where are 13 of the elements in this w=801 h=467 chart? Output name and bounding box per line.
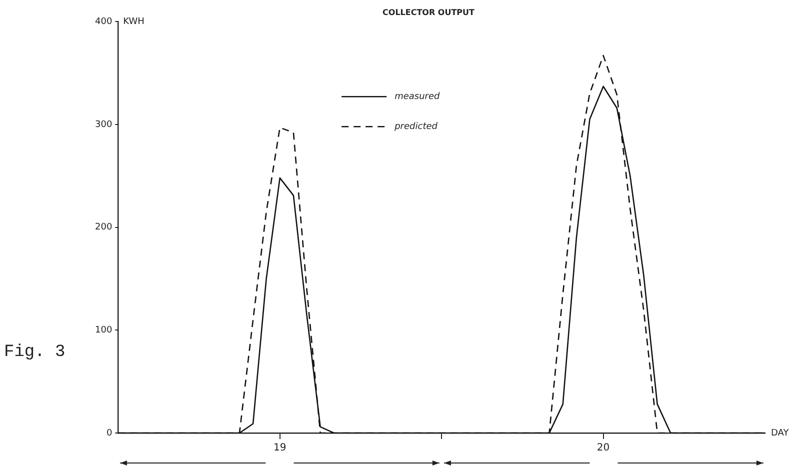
chart-title: COLLECTOR OUTPUT	[382, 8, 476, 17]
x-tick-label: 19	[274, 442, 286, 454]
legend-label: measured	[394, 92, 440, 102]
y-tick-label: 400	[94, 16, 112, 27]
y-axis-title: KWH	[123, 16, 144, 27]
x-axis-title: DAY	[771, 428, 790, 438]
y-tick-label: 100	[94, 325, 112, 336]
x-tick-label: 20	[596, 442, 610, 454]
y-tick-label: 200	[94, 222, 112, 233]
y-tick-label: 300	[94, 120, 112, 130]
caption: Fig. 3	[4, 343, 66, 362]
legend-label: predicted	[394, 122, 438, 132]
y-tick-label: 0	[106, 428, 112, 438]
